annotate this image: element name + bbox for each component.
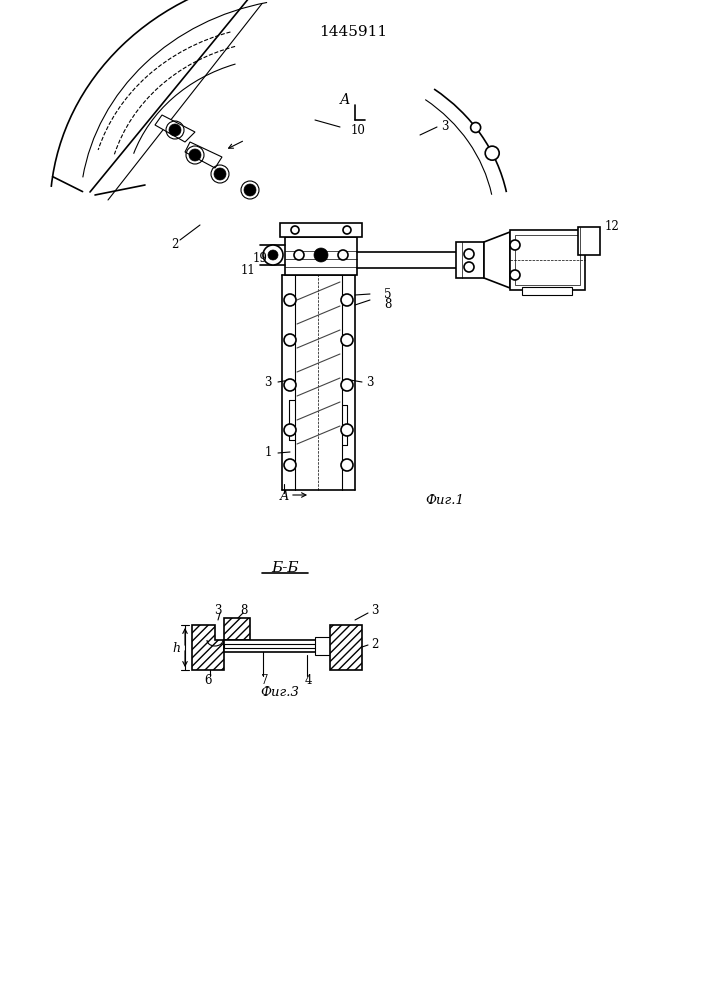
Circle shape [214, 168, 226, 180]
Bar [510, 230, 585, 290]
Circle shape [284, 459, 296, 471]
Circle shape [244, 184, 256, 196]
Polygon shape [224, 640, 330, 652]
Circle shape [294, 250, 304, 260]
Circle shape [485, 146, 499, 160]
Bar [285, 237, 357, 275]
Bar [456, 242, 484, 278]
Circle shape [284, 294, 296, 306]
Circle shape [169, 124, 181, 136]
Text: Фиг.1: Фиг.1 [426, 493, 464, 506]
Text: А: А [340, 93, 350, 107]
Bar [578, 227, 600, 255]
Text: 10: 10 [351, 124, 366, 137]
Text: 1: 1 [264, 446, 271, 460]
Text: 8: 8 [385, 298, 392, 310]
Circle shape [341, 334, 353, 346]
Circle shape [284, 424, 296, 436]
Circle shape [341, 379, 353, 391]
Circle shape [263, 245, 283, 265]
Text: Фиг.3: Фиг.3 [261, 686, 300, 698]
Text: h: h [172, 642, 180, 654]
Text: 11: 11 [240, 263, 255, 276]
Circle shape [471, 122, 481, 132]
Text: 7: 7 [262, 674, 269, 686]
Circle shape [510, 240, 520, 250]
Polygon shape [224, 644, 328, 648]
Bar [280, 223, 362, 237]
Polygon shape [484, 232, 510, 288]
Text: А: А [279, 490, 288, 504]
Text: 4: 4 [304, 674, 312, 686]
Text: 6: 6 [204, 674, 212, 686]
Bar [522, 287, 572, 295]
Text: 3: 3 [264, 375, 271, 388]
Circle shape [341, 459, 353, 471]
Text: 12: 12 [604, 220, 619, 232]
Circle shape [343, 226, 351, 234]
Polygon shape [155, 115, 195, 142]
Text: 8: 8 [240, 603, 247, 616]
Circle shape [284, 334, 296, 346]
Circle shape [464, 262, 474, 272]
Circle shape [464, 249, 474, 259]
Circle shape [338, 250, 348, 260]
Circle shape [284, 379, 296, 391]
Polygon shape [185, 142, 222, 168]
Text: 1445911: 1445911 [319, 25, 387, 39]
Text: 3: 3 [441, 120, 449, 133]
Circle shape [291, 226, 299, 234]
Circle shape [268, 250, 278, 260]
Circle shape [314, 248, 328, 262]
Text: 3: 3 [371, 603, 379, 616]
Text: 2: 2 [371, 639, 379, 652]
Circle shape [510, 270, 520, 280]
Circle shape [341, 294, 353, 306]
Circle shape [189, 149, 201, 161]
Polygon shape [330, 625, 362, 670]
Polygon shape [315, 637, 330, 655]
Text: 19: 19 [252, 251, 267, 264]
Text: 2: 2 [171, 238, 179, 251]
Text: 5: 5 [384, 288, 392, 300]
Text: Б-Б: Б-Б [271, 561, 299, 575]
Text: 3: 3 [366, 375, 374, 388]
Bar [515, 235, 580, 285]
Polygon shape [192, 625, 224, 670]
Polygon shape [224, 618, 250, 640]
Text: 3: 3 [214, 603, 222, 616]
Circle shape [341, 424, 353, 436]
